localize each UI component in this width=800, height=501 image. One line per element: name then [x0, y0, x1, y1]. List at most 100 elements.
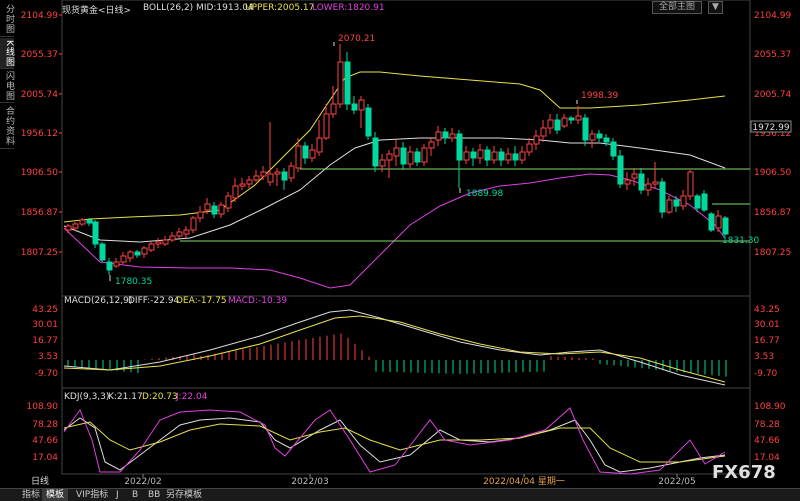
tab-save-template[interactable]: 另存模板	[166, 490, 203, 500]
price-tick-left: 2104.99	[21, 11, 58, 21]
candle-body	[65, 225, 72, 231]
candle-body	[190, 217, 197, 231]
candle-body	[610, 141, 617, 157]
candle-body	[701, 193, 708, 211]
candle-body	[666, 199, 673, 213]
candle-body	[344, 61, 351, 105]
candle-body	[281, 171, 288, 181]
candle-body	[274, 171, 281, 175]
macd-tick-right: 30.01	[754, 320, 780, 330]
kdj-tick-left: 47.66	[32, 436, 58, 446]
candle-body	[197, 211, 204, 219]
candle-body	[246, 179, 253, 185]
tab-timeshare[interactable]: 分时图	[0, 2, 14, 37]
candle-body	[624, 179, 631, 185]
candle-body	[267, 173, 274, 183]
price-tick-right: 1906.50	[754, 168, 791, 178]
candle-body	[722, 217, 729, 235]
tab-lightning[interactable]: 闪电图	[0, 70, 14, 103]
candle-body	[568, 117, 575, 121]
tab-template[interactable]: 模板	[42, 489, 69, 501]
tab-indicator[interactable]: 指标	[22, 490, 41, 500]
candle-body	[176, 231, 183, 237]
candle-body	[204, 203, 211, 211]
tab-b[interactable]: B	[132, 490, 139, 500]
price-tick-left: 1906.50	[21, 168, 58, 178]
tab-vip-indicator[interactable]: VIP指标	[76, 490, 109, 500]
dropdown-icon[interactable]: ▼	[708, 1, 723, 14]
kdj-tick-left: 78.28	[32, 420, 58, 430]
candle-body	[589, 133, 596, 141]
candle-body	[442, 131, 449, 139]
annotation-low-right: 1831.30	[722, 236, 759, 246]
candle-body	[295, 145, 302, 169]
candle-body	[92, 221, 99, 245]
candle-body	[72, 223, 79, 229]
candle-body	[288, 165, 295, 179]
candle-body	[435, 131, 442, 141]
candle-body	[596, 133, 603, 139]
boll-lower-label: LOWER:1820.91	[312, 3, 385, 13]
kdj-k-label: K:21.17	[108, 392, 143, 402]
tab-bb[interactable]: BB	[148, 490, 161, 500]
kdj-tick-left: 108.90	[27, 402, 59, 412]
candle-body	[645, 183, 652, 191]
candle-body	[456, 133, 463, 161]
price-tick-right: 1856.87	[754, 208, 791, 218]
candle-body	[148, 243, 155, 251]
macd-diff-line	[63, 309, 726, 386]
price-tick-left: 2055.37	[21, 50, 58, 60]
main-chart-select[interactable]: 全部主图	[652, 1, 703, 14]
boll-upper-line	[63, 71, 726, 223]
bottom-tab-bar: 指标 模板 VIP指标 J B BB 另存模板	[0, 488, 800, 501]
price-tick-right: 2104.99	[754, 11, 791, 21]
candle-body	[323, 113, 330, 139]
macd-dea-label: DEA:-17.75	[176, 296, 227, 306]
date-tick: 2022/02	[124, 477, 161, 487]
candle-body	[519, 151, 526, 161]
date-tick: 2022/03	[291, 477, 328, 487]
price-tick-left: 1856.87	[21, 208, 58, 218]
candle-body	[428, 141, 435, 149]
candle-body	[617, 155, 624, 185]
boll-lower-line	[63, 173, 726, 289]
candle-body	[86, 219, 93, 224]
candle-body	[239, 183, 246, 187]
candle-body	[134, 251, 141, 256]
candle-body	[575, 115, 582, 121]
candle-body	[372, 137, 379, 167]
candle-body	[715, 215, 722, 229]
date-tick: 2022/05	[658, 477, 695, 487]
boll-mid-line	[63, 137, 726, 243]
tab-j[interactable]: J	[116, 490, 119, 500]
price-tick-right: 1807.25	[754, 248, 791, 258]
candle-body	[162, 239, 169, 245]
candle-body	[512, 153, 519, 161]
candle-body	[260, 171, 267, 177]
candle-body	[225, 195, 232, 209]
candle-body	[365, 107, 372, 137]
kdj-title: KDJ(9,3,3)	[64, 392, 109, 402]
macd-tick-left: 16.77	[32, 336, 58, 346]
date-tick: 2022/04/04 星期一	[483, 476, 565, 487]
candle-body	[638, 173, 645, 191]
candle-body	[540, 127, 547, 137]
tab-contract-info[interactable]: 合约资料	[0, 104, 14, 149]
candle-body	[561, 117, 568, 127]
tab-kline[interactable]: K线图	[0, 38, 14, 69]
candle-body	[547, 119, 554, 129]
candle-body	[526, 143, 533, 153]
candle-body	[477, 149, 484, 159]
candle-body	[449, 133, 456, 139]
annotation-low-left: 1780.35	[115, 277, 152, 287]
chart-canvas[interactable]: 2104.99 2104.99 2055.37 2055.37 2005.74 2005.…	[0, 0, 800, 488]
candle-body	[379, 159, 386, 167]
candle-body	[127, 251, 134, 259]
candle-body	[582, 117, 589, 141]
candle-body	[470, 151, 477, 159]
macd-tick-right: 3.53	[754, 352, 774, 362]
candle-body	[554, 119, 561, 131]
candle-body	[708, 213, 715, 231]
candle-body	[232, 185, 239, 199]
